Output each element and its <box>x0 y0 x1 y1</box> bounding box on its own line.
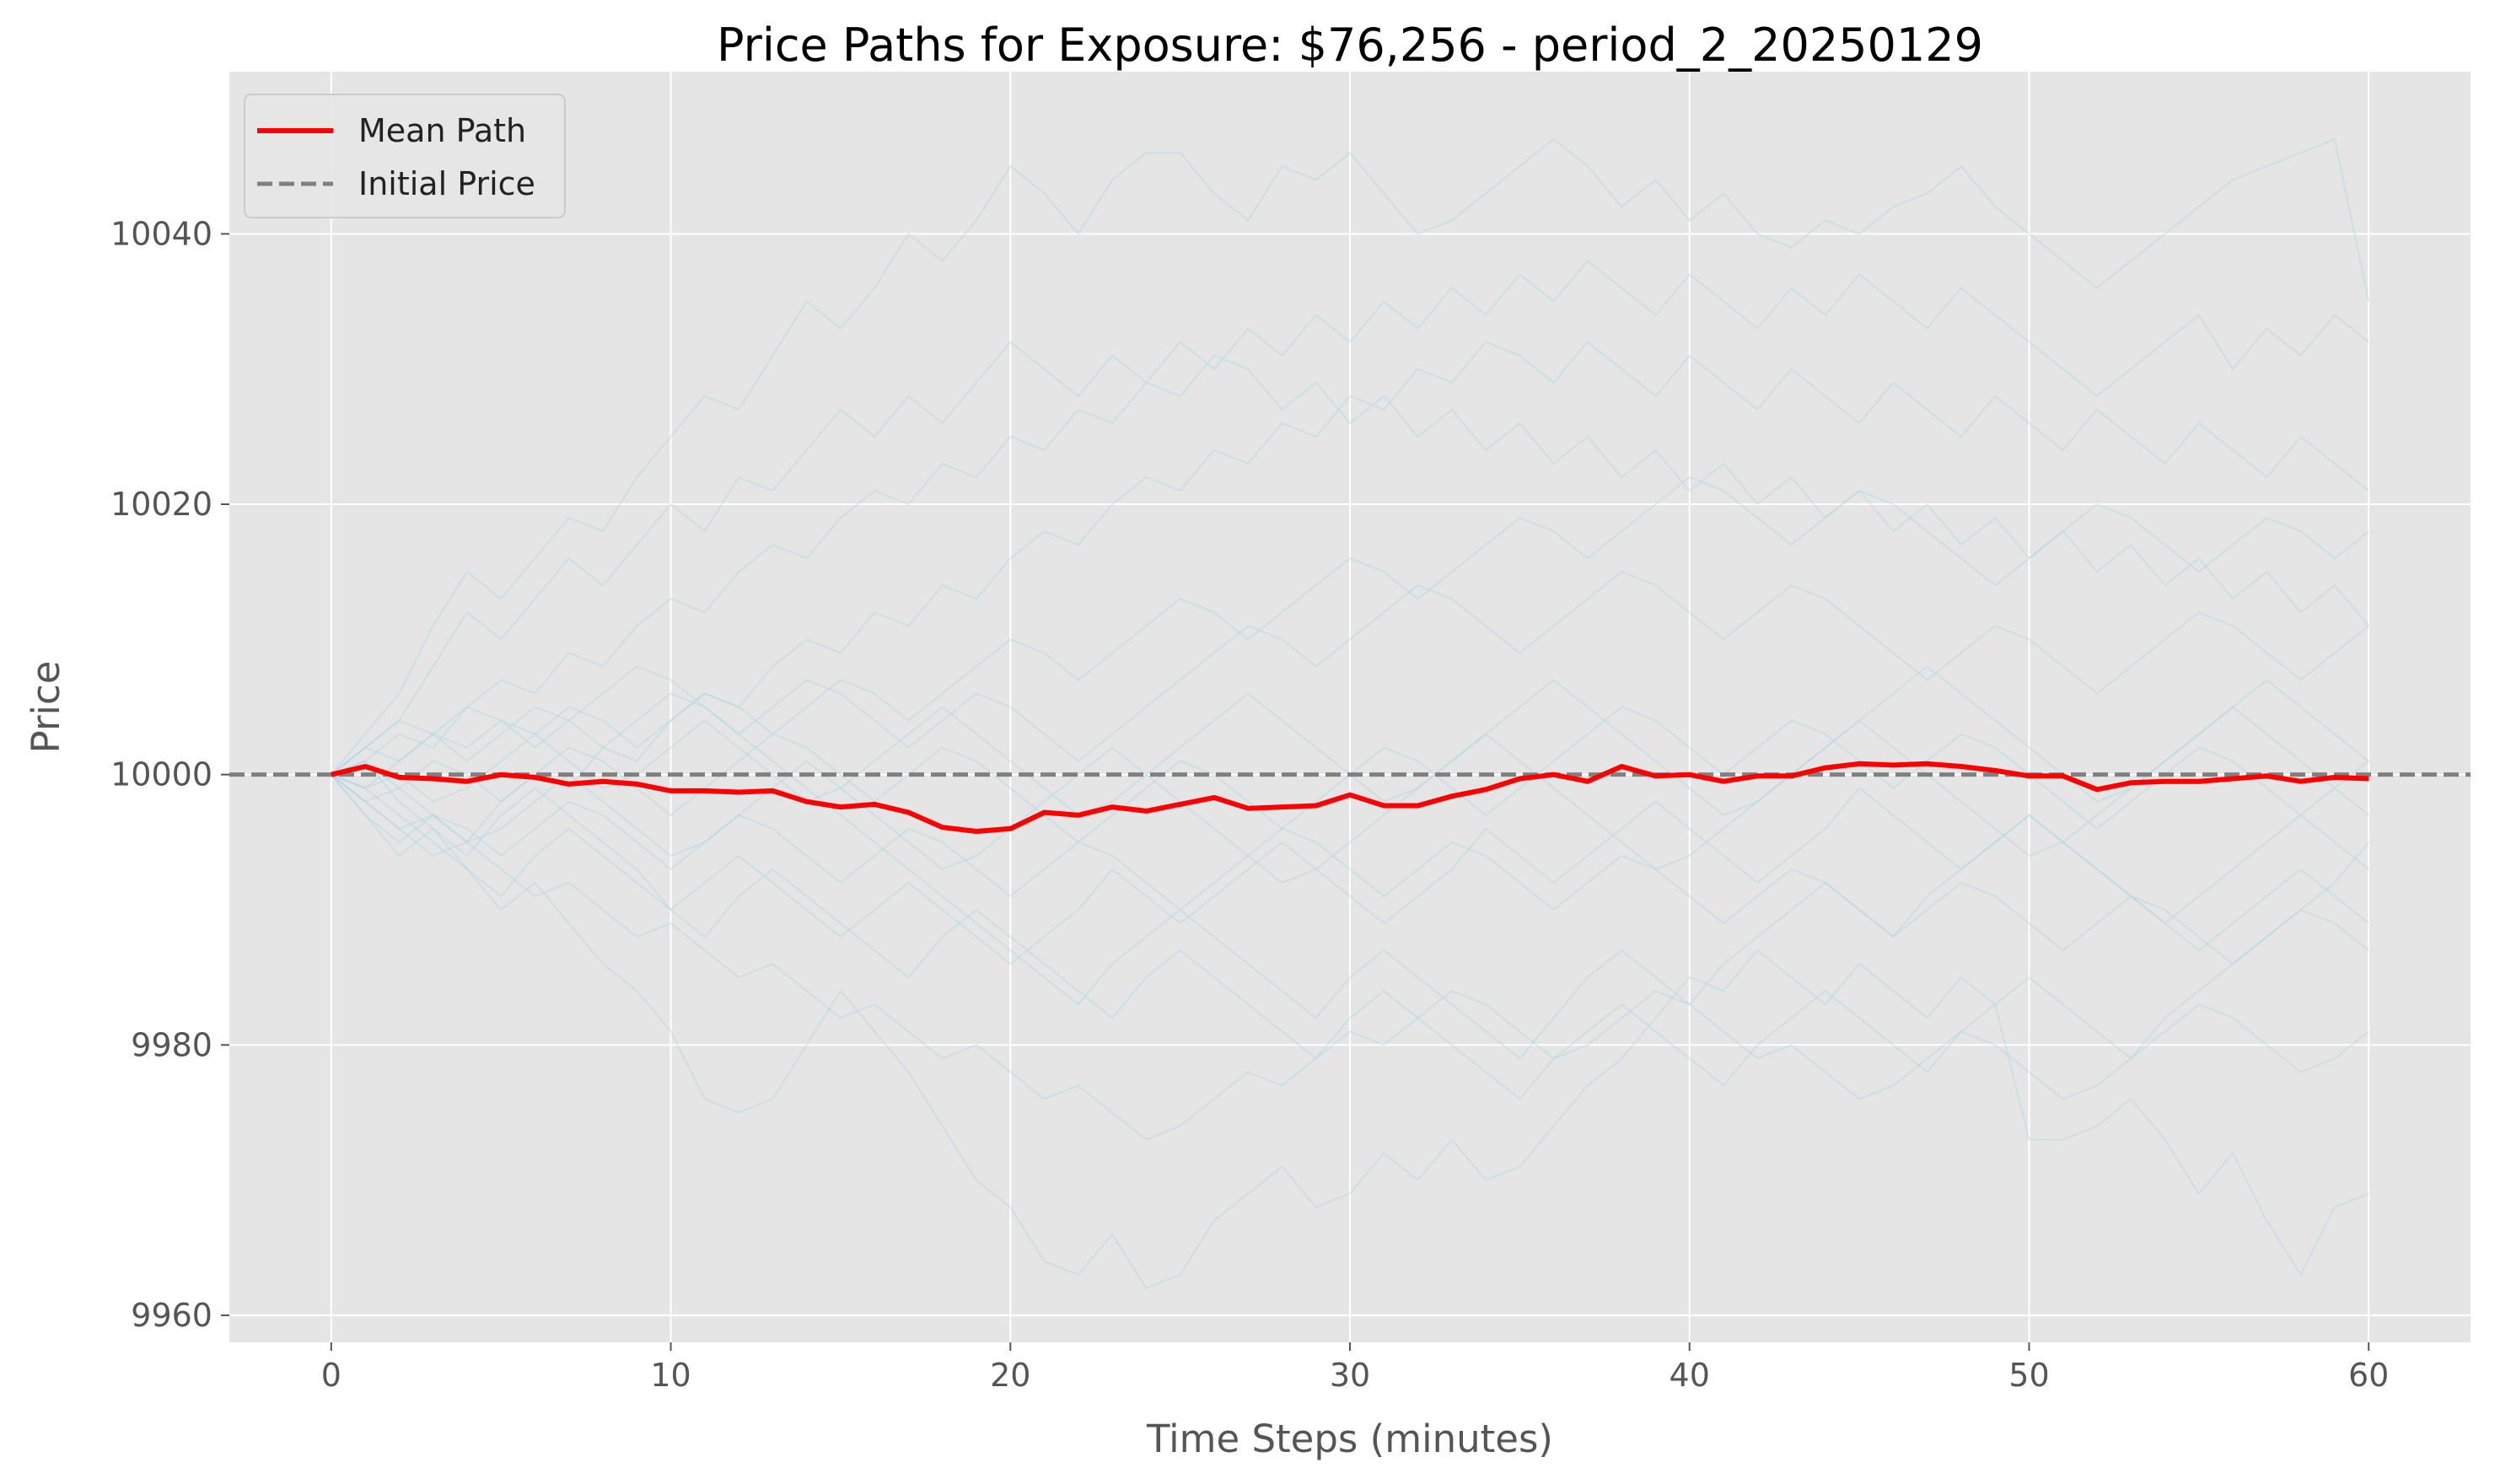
y-tick-label: 9980 <box>131 1026 212 1063</box>
y-axis-ticks: 9960 9980 10000 10020 10040 <box>110 215 229 1334</box>
y-tick-label: 10040 <box>110 215 212 252</box>
legend-box <box>244 94 566 218</box>
x-axis-label: Time Steps (minutes) <box>1146 1417 1553 1461</box>
x-axis-ticks: 0 10 20 30 40 50 60 <box>321 1342 2389 1394</box>
simulated-path-1 <box>331 138 2370 776</box>
simulated-path-2 <box>331 260 2369 776</box>
x-tick-label: 10 <box>650 1357 691 1394</box>
x-tick-label: 0 <box>321 1357 341 1394</box>
simulated-path-6 <box>331 571 2369 776</box>
simulated-path-10 <box>331 774 2369 1289</box>
x-tick-label: 20 <box>990 1357 1030 1394</box>
legend: Mean Path Initial Price <box>244 94 566 218</box>
legend-label-initial-price: Initial Price <box>358 165 535 202</box>
simulated-path-9 <box>331 773 2369 1141</box>
chart-title: Price Paths for Exposure: $76,256 - peri… <box>717 19 1983 72</box>
x-tick-label: 50 <box>2008 1357 2049 1394</box>
x-tick-label: 60 <box>2348 1357 2389 1394</box>
simulated-path-15 <box>331 692 2369 1060</box>
simulated-path-8 <box>331 774 2369 965</box>
legend-label-mean-path: Mean Path <box>358 112 526 149</box>
y-axis-label: Price <box>24 661 68 754</box>
mean-path-line <box>331 761 2369 834</box>
y-tick-label: 9960 <box>131 1297 212 1334</box>
simulated-path-14 <box>331 706 2369 884</box>
simulated-path-5 <box>331 476 2369 789</box>
y-tick-label: 10020 <box>110 486 212 523</box>
x-tick-label: 40 <box>1670 1357 1710 1394</box>
simulated-path-3 <box>331 354 2369 776</box>
x-tick-label: 30 <box>1330 1357 1370 1394</box>
simulated-path-4 <box>331 341 2369 843</box>
y-tick-label: 10000 <box>110 756 212 793</box>
simulated-path-11 <box>331 773 2369 1100</box>
simulated-path-12 <box>331 760 2369 965</box>
